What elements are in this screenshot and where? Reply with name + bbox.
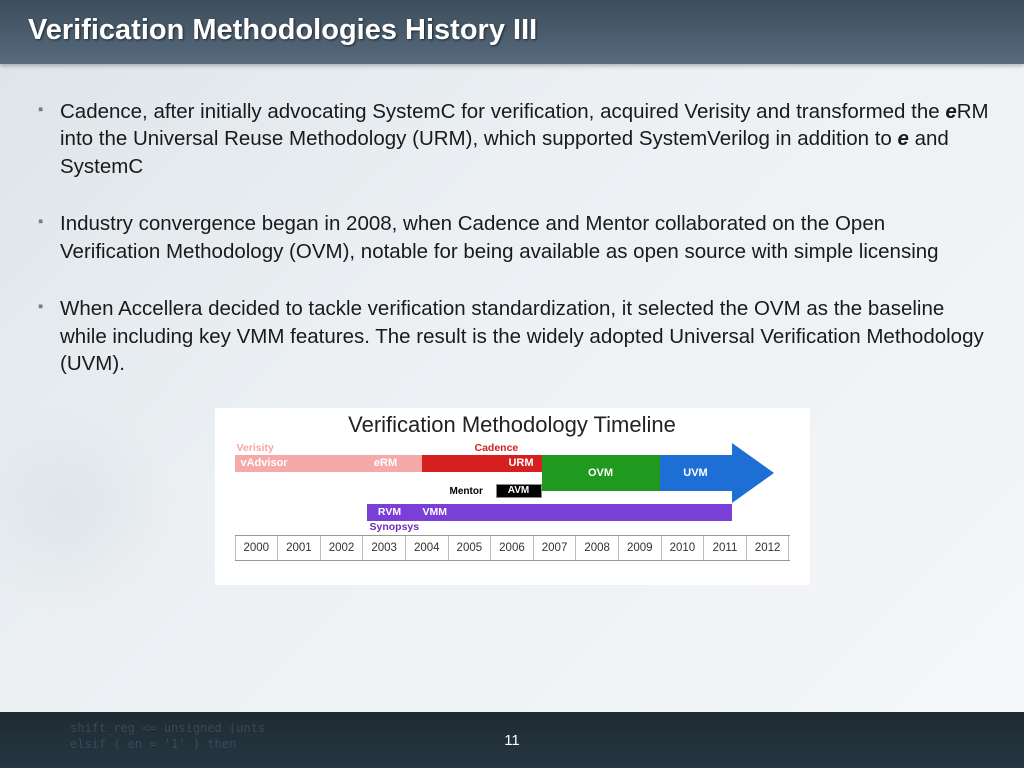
- bar-uvm: UVM: [660, 455, 732, 491]
- slide-body: Cadence, after initially advocating Syst…: [0, 64, 1024, 585]
- year-cell: 2000: [235, 536, 279, 560]
- year-cell: 2003: [363, 536, 406, 560]
- faint-code-line-1: shift_reg <= unsigned (unts: [70, 720, 265, 736]
- timeline-years-row: 2000 2001 2002 2003 2004 2005 2006 2007 …: [235, 535, 790, 561]
- timeline-arrowhead-icon: [732, 443, 774, 503]
- slide-footer: shift_reg <= unsigned (unts elsif ( en =…: [0, 712, 1024, 768]
- vendor-label-cadence: Cadence: [475, 442, 519, 454]
- bar-rvm: RVM: [367, 504, 413, 521]
- year-cell: 2005: [449, 536, 492, 560]
- bar-erm: eRM: [350, 455, 422, 472]
- page-number: 11: [504, 732, 520, 749]
- year-cell: 2011: [704, 536, 747, 560]
- year-cell: 2002: [321, 536, 364, 560]
- year-cell: 2001: [278, 536, 321, 560]
- bullet-3: When Accellera decided to tackle verific…: [34, 295, 990, 377]
- bar-ovm: OVM: [542, 455, 660, 491]
- year-cell: 2010: [662, 536, 705, 560]
- year-cell: 2012: [747, 536, 790, 560]
- bullet-1-e1: e: [945, 100, 956, 123]
- vendor-label-synopsys: Synopsys: [370, 521, 420, 533]
- bullet-1-e2: e: [898, 127, 909, 150]
- bar-urm: URM: [422, 455, 542, 472]
- year-cell: 2009: [619, 536, 662, 560]
- timeline-image: Verification Methodology Timeline Verisi…: [215, 408, 810, 585]
- decorative-code-text: shift_reg <= unsigned (unts elsif ( en =…: [70, 720, 265, 752]
- year-cell: 2004: [406, 536, 449, 560]
- year-cell: 2007: [534, 536, 577, 560]
- bullet-2: Industry convergence began in 2008, when…: [34, 210, 990, 265]
- timeline-title: Verification Methodology Timeline: [215, 412, 810, 438]
- bar-avm: AVM: [496, 484, 542, 498]
- vendor-label-verisity: Verisity: [237, 442, 274, 454]
- year-cell: 2006: [491, 536, 534, 560]
- slide-title: Verification Methodologies History III: [28, 14, 996, 47]
- bar-vadvisor: vAdvisor: [235, 455, 350, 472]
- year-cell: 2008: [576, 536, 619, 560]
- bullet-1-pre: Cadence, after initially advocating Syst…: [60, 100, 945, 123]
- slide-header: Verification Methodologies History III: [0, 0, 1024, 64]
- bullet-1: Cadence, after initially advocating Syst…: [34, 98, 990, 180]
- bar-vmm: VMM: [413, 504, 732, 521]
- timeline-chart: Verisity Cadence Mentor Synopsys vAdviso…: [215, 440, 810, 585]
- vendor-label-mentor: Mentor: [450, 486, 483, 497]
- bullet-list: Cadence, after initially advocating Syst…: [34, 98, 990, 378]
- faint-code-line-2: elsif ( en = '1' ) then: [70, 736, 265, 752]
- bar-erm-suffix: RM: [380, 457, 397, 469]
